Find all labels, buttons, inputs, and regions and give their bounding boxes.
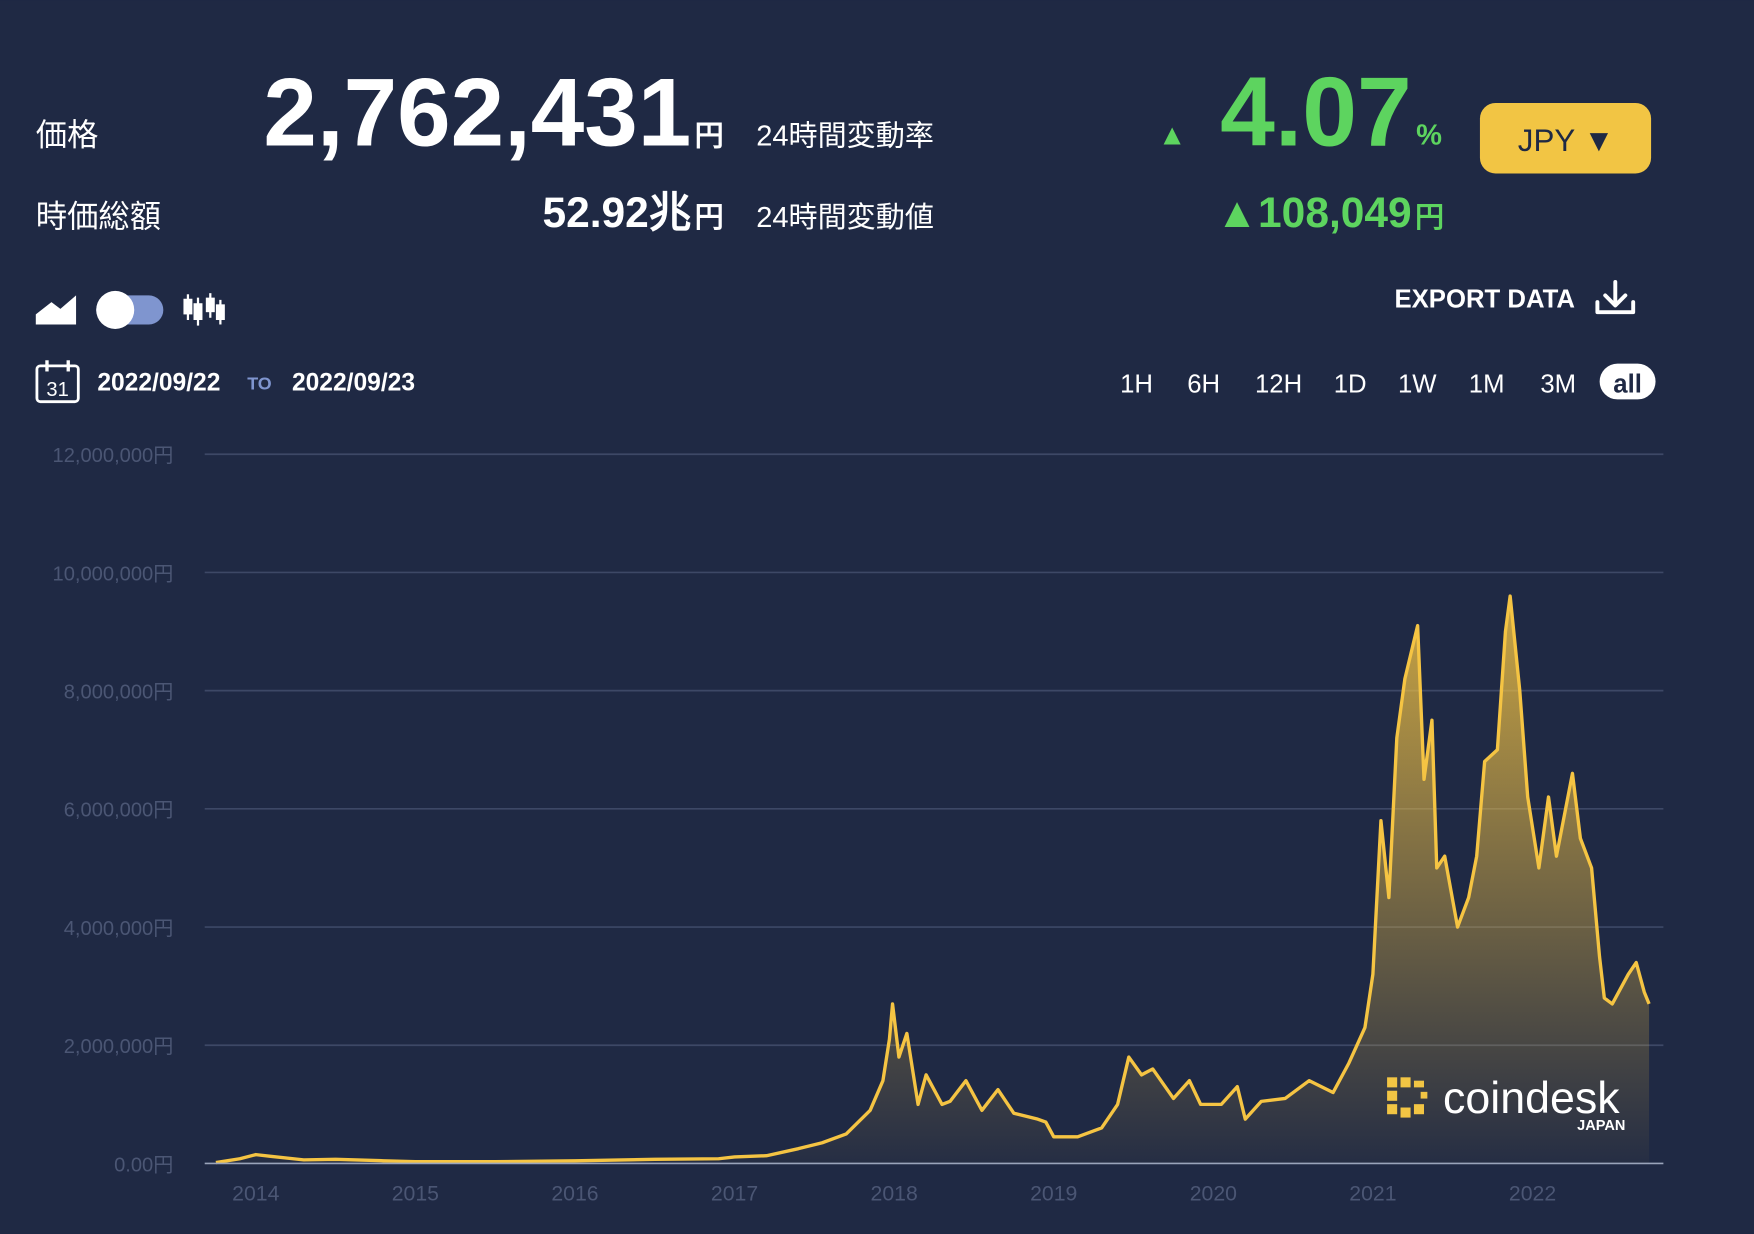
change-rate-unit: % bbox=[1416, 119, 1442, 151]
y-tick-label: 4,000,000円 bbox=[64, 918, 174, 940]
watermark-brand: coindesk bbox=[1443, 1073, 1620, 1123]
change-rate-label: 24時間変動率 bbox=[756, 120, 934, 153]
change-rate: 4.07 bbox=[1220, 57, 1412, 167]
range-button[interactable]: 3M bbox=[1540, 371, 1576, 399]
y-tick-label: 12,000,000円 bbox=[53, 445, 174, 467]
watermark-region: JAPAN bbox=[1577, 1118, 1625, 1134]
x-tick-label: 2022 bbox=[1509, 1181, 1556, 1205]
x-tick-label: 2021 bbox=[1349, 1181, 1396, 1205]
change-rate-arrow: ▲ bbox=[1158, 119, 1187, 151]
currency-label[interactable]: JPY ▼ bbox=[1518, 123, 1615, 158]
candlestick-icon[interactable] bbox=[183, 293, 225, 326]
change-value-unit: 円 bbox=[1415, 202, 1444, 234]
export-button[interactable]: EXPORT DATA bbox=[1395, 280, 1636, 315]
range-button[interactable]: 1W bbox=[1398, 371, 1437, 399]
date-to-separator: TO bbox=[247, 373, 272, 393]
area-fill bbox=[215, 596, 1650, 1164]
y-tick-label: 8,000,000円 bbox=[64, 681, 174, 703]
currency-button[interactable]: JPY ▼ bbox=[1479, 102, 1652, 174]
range-active-pill[interactable] bbox=[1599, 363, 1656, 400]
market-cap: 52.92兆 bbox=[542, 190, 691, 237]
area-chart-icon[interactable] bbox=[35, 295, 77, 325]
date-to[interactable]: 2022/09/23 bbox=[292, 369, 415, 396]
price-line bbox=[215, 594, 1651, 1165]
y-tick-label: 10,000,000円 bbox=[53, 563, 174, 585]
price: 2,762,431 bbox=[263, 60, 691, 167]
x-tick-label: 2017 bbox=[711, 1181, 758, 1205]
range-button[interactable]: 12H bbox=[1255, 371, 1302, 399]
range-button[interactable]: 6H bbox=[1187, 371, 1220, 399]
range-selector: 1H 6H 12H 1D 1W 1M 3M all bbox=[1120, 363, 1656, 400]
watermark: coindesk JAPAN bbox=[1387, 1073, 1625, 1134]
change-value-label: 24時間変動値 bbox=[756, 201, 934, 234]
currency-button-bg[interactable] bbox=[1479, 102, 1652, 174]
x-tick-label: 2016 bbox=[551, 1181, 598, 1205]
change-value: ▲108,049 bbox=[1216, 190, 1412, 237]
price-label: 価格 bbox=[36, 118, 99, 153]
x-tick-label: 2014 bbox=[232, 1181, 279, 1205]
x-tick-label: 2020 bbox=[1190, 1181, 1237, 1205]
watermark-logo bbox=[1387, 1077, 1428, 1118]
toggle-knob[interactable] bbox=[96, 290, 135, 329]
range-button[interactable]: all bbox=[1613, 371, 1642, 399]
chart: 0.00円 2,000,000円 4,000,000円 6,000,000円 8,000… bbox=[53, 445, 1664, 1205]
calendar-day[interactable]: 31 bbox=[46, 379, 68, 401]
x-tick-label: 2015 bbox=[392, 1181, 439, 1205]
range-button[interactable]: 1D bbox=[1334, 371, 1367, 399]
y-tick-label: 2,000,000円 bbox=[64, 1036, 174, 1058]
x-tick-label: 2019 bbox=[1030, 1181, 1077, 1205]
range-button[interactable]: 1M bbox=[1469, 371, 1505, 399]
market-cap-label: 時価総額 bbox=[36, 199, 161, 234]
date-from[interactable]: 2022/09/22 bbox=[97, 369, 220, 396]
range-button[interactable]: 1H bbox=[1120, 371, 1153, 399]
y-tick-label: 0.00円 bbox=[114, 1154, 173, 1176]
calendar-icon[interactable]: 31 bbox=[35, 360, 80, 404]
download-icon[interactable] bbox=[1595, 280, 1636, 315]
x-tick-label: 2018 bbox=[871, 1181, 918, 1205]
y-tick-label: 6,000,000円 bbox=[64, 800, 174, 822]
price-unit: 円 bbox=[695, 121, 724, 153]
market-cap-unit: 円 bbox=[695, 202, 724, 234]
export-label[interactable]: EXPORT DATA bbox=[1395, 286, 1576, 314]
